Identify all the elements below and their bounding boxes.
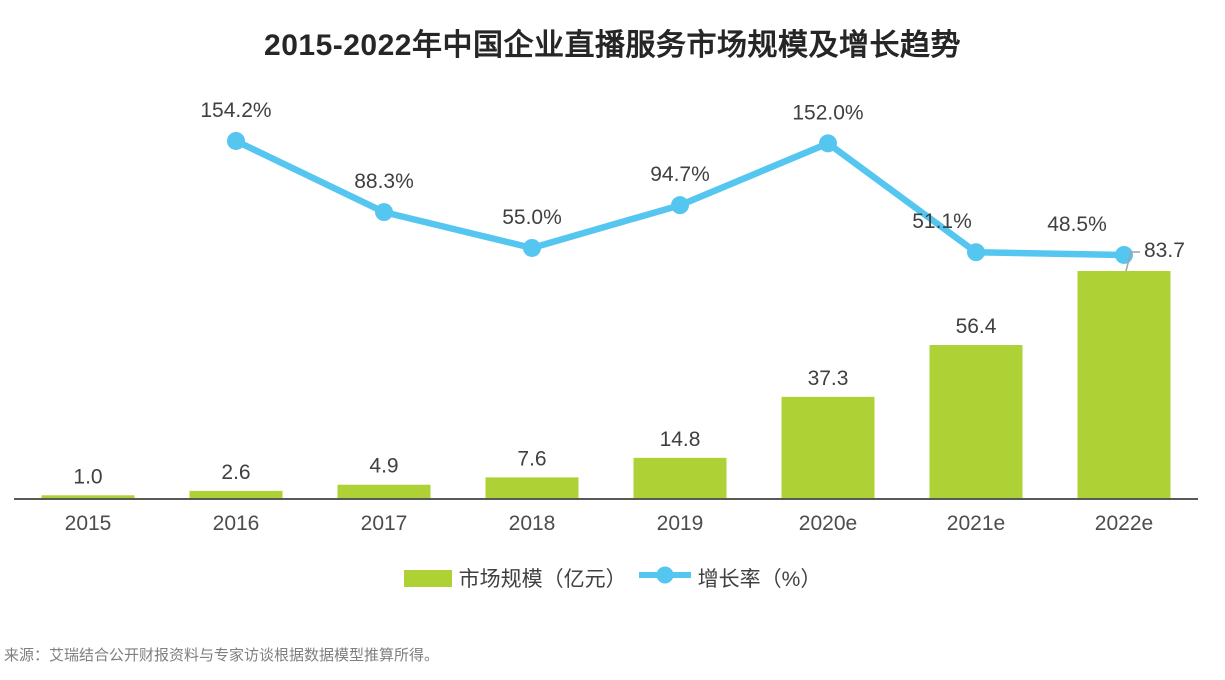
x-axis-label-2020e: 2020e: [799, 512, 857, 535]
line-point-2017: [375, 203, 393, 222]
line-point-2019: [671, 196, 689, 215]
growth-label-2016: 154.2%: [200, 99, 271, 122]
bar-2020e: [781, 396, 875, 498]
growth-label-2018: 55.0%: [502, 206, 562, 229]
bar-value-label-2017: 4.9: [369, 455, 398, 478]
legend-line-label: 增长率（%）: [697, 568, 822, 591]
x-axis-label-2017: 2017: [361, 512, 408, 535]
bar-2019: [633, 457, 727, 498]
growth-label-2021e: 51.1%: [912, 210, 972, 233]
line-point-2016: [227, 131, 245, 150]
growth-label-2017: 88.3%: [354, 170, 414, 193]
bar-value-label-2020e: 37.3: [808, 367, 849, 390]
legend-bar-swatch-icon: [403, 569, 452, 587]
bar-2021e: [929, 345, 1023, 498]
bar-value-label-2018: 7.6: [517, 447, 546, 470]
x-axis-label-2015: 2015: [65, 512, 112, 535]
legend-line-swatch-icon: [636, 566, 693, 590]
chart-title: 2015-2022年中国企业直播服务市场规模及增长趋势: [264, 29, 961, 62]
bar-value-label-2015: 1.0: [73, 465, 102, 488]
x-axis-label-2022e: 2022e: [1095, 512, 1153, 535]
bar-value-label-2016: 2.6: [221, 461, 250, 484]
bar-value-label-2021e: 56.4: [956, 315, 997, 338]
line-point-2020e: [819, 134, 837, 153]
x-axis-label-2016: 2016: [213, 512, 260, 535]
x-axis-label-2021e: 2021e: [947, 512, 1005, 535]
bar-2017: [337, 484, 431, 498]
growth-label-2020e: 152.0%: [792, 101, 863, 124]
growth-label-2022e: 48.5%: [1047, 213, 1107, 236]
source-note: 来源：艾瑞结合公开财报资料与专家访谈根据数据模型推算所得。: [4, 647, 440, 664]
bar-2022e: [1077, 271, 1171, 498]
line-point-2021e: [967, 243, 985, 262]
bar-value-label-2022e: 83.7: [1144, 239, 1185, 262]
growth-label-2019: 94.7%: [650, 163, 710, 186]
callout-leader-line: [1125, 251, 1140, 272]
line-point-2018: [523, 238, 541, 257]
x-axis-label-2018: 2018: [509, 512, 556, 535]
bar-2018: [485, 477, 579, 498]
bar-2015: [41, 495, 135, 498]
bar-value-label-2019: 14.8: [660, 428, 701, 451]
bar-2016: [189, 490, 283, 498]
legend-bar-label: 市场规模（亿元）: [458, 568, 627, 591]
legend: 市场规模（亿元） 增长率（%）: [0, 563, 1225, 593]
x-axis-label-2019: 2019: [657, 512, 704, 535]
